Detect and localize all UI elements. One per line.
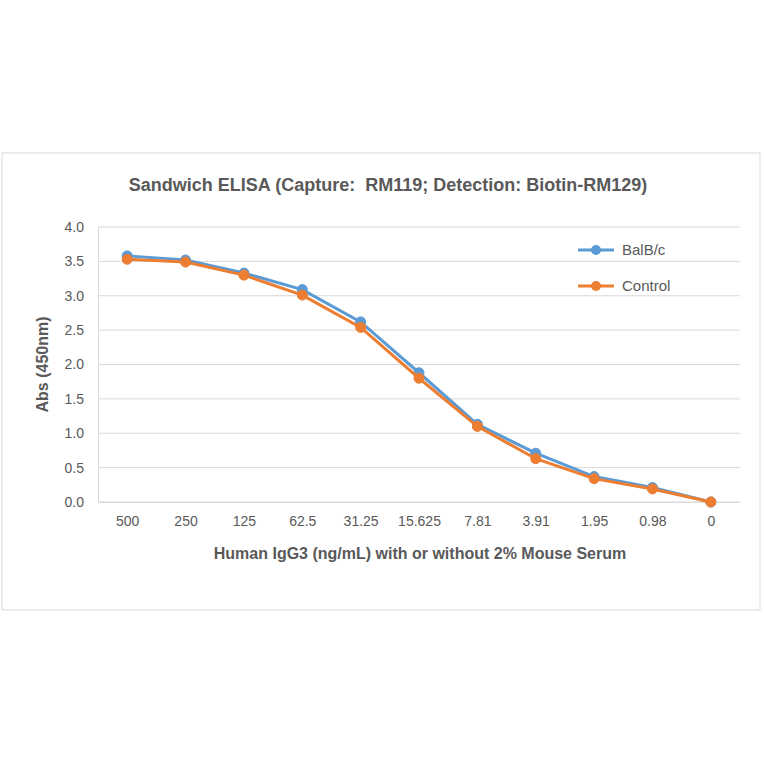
x-tick: 0.98 (639, 502, 666, 529)
x-tick: 1.95 (581, 502, 608, 529)
x-tick: 125 (233, 502, 257, 529)
chart-frame (2, 153, 760, 610)
legend-marker (591, 281, 601, 291)
plot-area (122, 251, 716, 507)
series-markers (122, 251, 716, 507)
x-tick-label: 3.91 (523, 513, 550, 529)
marker (122, 254, 132, 264)
x-tick-label: 0 (707, 513, 715, 529)
y-tick-label: 1.0 (65, 425, 85, 441)
series-line (127, 259, 711, 502)
title: Sandwich ELISA (Capture: RM119; Detectio… (129, 175, 647, 195)
y-tick: 3.5 (65, 253, 98, 269)
x-axis-title: Human IgG3 (ng/mL) with or without 2% Mo… (214, 545, 626, 562)
marker (706, 497, 716, 507)
x-tick: 31.25 (344, 502, 379, 529)
y-tick-label: 1.5 (65, 391, 85, 407)
marker (647, 484, 657, 494)
grid-line (98, 295, 740, 296)
y-tick-label: 3.5 (65, 253, 85, 269)
x-tick-label: 500 (116, 513, 140, 529)
x-tick-label: 62.5 (289, 513, 316, 529)
x-tick: 500 (116, 502, 140, 529)
y-tick: 3.0 (65, 288, 98, 304)
y-axis-title: Abs (450nm) (34, 316, 51, 412)
marker (706, 497, 716, 507)
x-tick-label: 15.625 (398, 513, 441, 529)
y-tick-label: 0.0 (65, 494, 85, 510)
grid-line (98, 330, 740, 331)
grid-line (98, 398, 740, 399)
x-tick-label: 0.98 (639, 513, 666, 529)
grid (98, 227, 740, 502)
marker (239, 270, 249, 280)
y-tick: 1.0 (65, 425, 98, 441)
series-line (127, 256, 711, 502)
y-tick-label: 2.0 (65, 356, 85, 372)
y-tick-label: 2.5 (65, 322, 85, 338)
y-tick-label: 4.0 (65, 219, 85, 235)
y-tick-label: 3.0 (65, 288, 85, 304)
y-tick: 0.0 (65, 494, 98, 510)
marker (297, 290, 307, 300)
legend: BalB/c Control (578, 241, 670, 294)
x-tick-label: 125 (233, 513, 257, 529)
x-tick-label: 250 (174, 513, 198, 529)
y-axis: 0.0 0.5 1.0 1.5 2.0 2.5 3.0 3.5 4.0 (65, 219, 99, 510)
grid-line (98, 433, 740, 434)
y-tick: 0.5 (65, 460, 98, 476)
x-tick-label: 7.81 (464, 513, 491, 529)
x-tick-label: 1.95 (581, 513, 608, 529)
y-tick-label: 0.5 (65, 460, 85, 476)
y-tick: 2.5 (65, 322, 98, 338)
marker (531, 454, 541, 464)
legend-label: Control (622, 277, 670, 294)
x-tick: 250 (174, 502, 198, 529)
grid-line (98, 467, 740, 468)
x-tick-label: 31.25 (344, 513, 379, 529)
x-tick: 62.5 (289, 502, 316, 529)
grid-line (98, 227, 740, 228)
x-tick: 7.81 (464, 502, 491, 529)
series-markers (122, 254, 716, 507)
y-tick: 1.5 (65, 391, 98, 407)
y-axis-line (98, 228, 99, 503)
y-tick: 4.0 (65, 219, 98, 235)
legend-label: BalB/c (622, 241, 666, 258)
marker (589, 474, 599, 484)
x-tick: 15.625 (398, 502, 441, 529)
marker (181, 257, 191, 267)
chart: 0.0 0.5 1.0 1.5 2.0 2.5 3.0 3.5 4.0 500 250 125 62.5… (0, 0, 764, 764)
x-tick: 3.91 (523, 502, 550, 529)
marker (414, 373, 424, 383)
grid-line (98, 502, 740, 503)
grid-line (98, 364, 740, 365)
marker (472, 421, 482, 431)
y-tick: 2.0 (65, 356, 98, 372)
legend-marker (591, 245, 601, 255)
x-axis-line (99, 502, 741, 503)
marker (356, 322, 366, 332)
x-axis: 500 250 125 62.5 31.25 15.625 7.81 3.91 1.95 0.98… (99, 502, 741, 529)
